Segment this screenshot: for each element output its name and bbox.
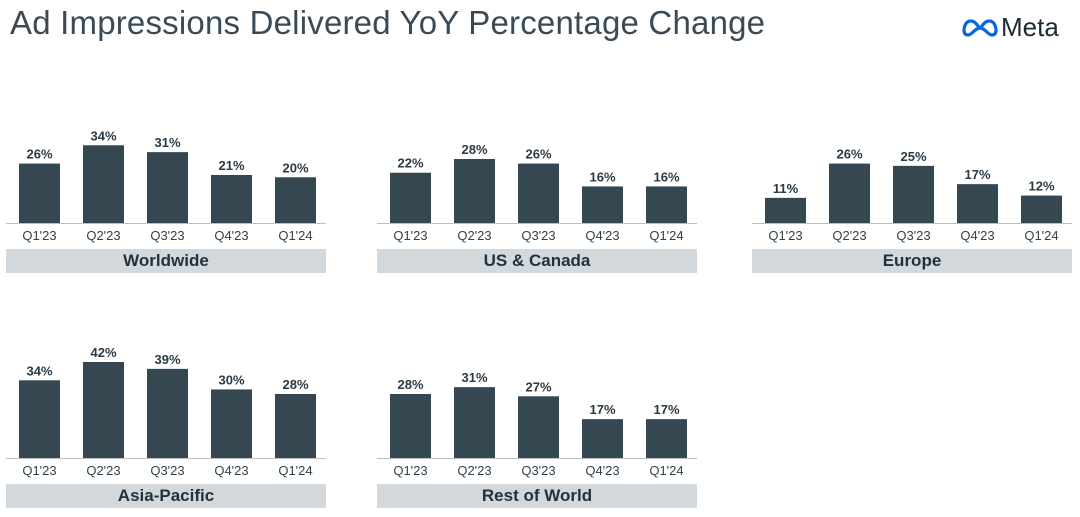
value-label: 26% <box>525 147 551 162</box>
region-label: Rest of World <box>377 484 697 508</box>
category-label: Q4'23 <box>214 228 248 243</box>
value-label: 39% <box>154 352 180 367</box>
panel-rest-of-world: 28% Q1'23 31% Q2'23 27% Q3'23 17% Q4'23 17% Q1'24… <box>377 358 707 508</box>
panel-us-canada: 22% Q1'23 28% Q2'23 26% Q3'23 16% Q4'23 16% Q1'24… <box>377 123 707 273</box>
bar-q423 <box>211 389 252 458</box>
category-label: Q4'23 <box>960 228 994 243</box>
value-label: 31% <box>154 135 180 150</box>
panel-europe: 11% Q1'23 26% Q2'23 25% Q3'23 17% Q4'23 12% Q1'24… <box>752 123 1080 273</box>
bar-q223 <box>83 145 124 223</box>
value-label: 17% <box>589 402 615 417</box>
bar-q124 <box>646 419 687 458</box>
category-label: Q3'23 <box>521 463 555 478</box>
bar-q124 <box>275 394 316 458</box>
category-label: Q1'24 <box>278 463 312 478</box>
bar-q124 <box>275 177 316 223</box>
bar-q423 <box>211 175 252 223</box>
meta-logo: Meta <box>962 12 1059 43</box>
bar-q123 <box>19 163 60 223</box>
category-label: Q3'23 <box>896 228 930 243</box>
value-label: 28% <box>397 377 423 392</box>
bar-q423 <box>582 419 623 458</box>
bar-q223 <box>454 159 495 223</box>
worldwide-chart: 26% Q1'23 34% Q2'23 31% Q3'23 21% Q4'23 20% Q1'24 <box>6 128 326 243</box>
bar-q423 <box>957 184 998 223</box>
category-label: Q1'23 <box>393 463 427 478</box>
category-label: Q4'23 <box>214 463 248 478</box>
category-label: Q1'23 <box>22 463 56 478</box>
bar-q123 <box>390 394 431 458</box>
bar-q423 <box>582 186 623 223</box>
value-label: 12% <box>1028 179 1054 194</box>
category-label: Q1'24 <box>278 228 312 243</box>
category-label: Q2'23 <box>86 228 120 243</box>
value-label: 17% <box>653 402 679 417</box>
us-canada-chart: 22% Q1'23 28% Q2'23 26% Q3'23 16% Q4'23 16% Q1'24 <box>377 142 697 243</box>
value-label: 25% <box>900 149 926 164</box>
bar-q323 <box>147 368 188 458</box>
value-label: 42% <box>90 345 116 360</box>
category-label: Q2'23 <box>457 463 491 478</box>
bar-q124 <box>646 186 687 223</box>
value-label: 16% <box>589 169 615 184</box>
region-label: Asia-Pacific <box>6 484 326 508</box>
category-label: Q2'23 <box>86 463 120 478</box>
category-label: Q2'23 <box>832 228 866 243</box>
value-label: 28% <box>282 377 308 392</box>
category-label: Q2'23 <box>457 228 491 243</box>
bar-q123 <box>390 172 431 223</box>
panel-asia-pacific: 34% Q1'23 42% Q2'23 39% Q3'23 30% Q4'23 28% Q1'24… <box>6 345 336 508</box>
bar-q223 <box>83 362 124 458</box>
value-label: 34% <box>90 128 116 143</box>
category-label: Q1'23 <box>393 228 427 243</box>
region-label: US & Canada <box>377 249 697 273</box>
category-label: Q4'23 <box>585 463 619 478</box>
category-label: Q1'24 <box>1024 228 1058 243</box>
europe-chart: 11% Q1'23 26% Q2'23 25% Q3'23 17% Q4'23 12% Q1'24 <box>752 147 1072 243</box>
value-label: 16% <box>653 169 679 184</box>
category-label: Q3'23 <box>150 463 184 478</box>
meta-infinity-icon <box>962 18 998 37</box>
value-label: 11% <box>773 181 799 196</box>
bar-q323 <box>518 396 559 458</box>
bar-q323 <box>518 163 559 223</box>
category-label: Q3'23 <box>150 228 184 243</box>
bar-q123 <box>765 197 806 223</box>
category-label: Q1'24 <box>649 463 683 478</box>
value-label: 26% <box>836 147 862 162</box>
bar-q223 <box>454 387 495 458</box>
category-label: Q3'23 <box>521 228 555 243</box>
category-label: Q4'23 <box>585 228 619 243</box>
value-label: 20% <box>282 160 308 175</box>
region-label: Worldwide <box>6 249 326 273</box>
asia-pacific-chart: 34% Q1'23 42% Q2'23 39% Q3'23 30% Q4'23 28% Q1'24 <box>6 345 326 478</box>
value-label: 28% <box>461 142 487 157</box>
value-label: 22% <box>397 156 423 171</box>
bar-q323 <box>893 165 934 223</box>
value-label: 26% <box>26 147 52 162</box>
category-label: Q1'24 <box>649 228 683 243</box>
bar-q124 <box>1021 195 1062 223</box>
region-label: Europe <box>752 249 1072 273</box>
panel-worldwide: 26% Q1'23 34% Q2'23 31% Q3'23 21% Q4'23 20% Q1'24… <box>6 123 336 273</box>
logo-text: Meta <box>1001 12 1059 42</box>
value-label: 17% <box>964 167 990 182</box>
category-label: Q1'23 <box>768 228 802 243</box>
bar-q123 <box>19 380 60 458</box>
value-label: 31% <box>461 370 487 385</box>
value-label: 30% <box>218 372 244 387</box>
value-label: 21% <box>218 158 244 173</box>
category-label: Q1'23 <box>22 228 56 243</box>
rest-of-world-chart: 28% Q1'23 31% Q2'23 27% Q3'23 17% Q4'23 17% Q1'24 <box>377 370 697 478</box>
bar-q223 <box>829 163 870 223</box>
page-title: Ad Impressions Delivered YoY Percentage … <box>10 4 766 41</box>
bar-q323 <box>147 152 188 223</box>
value-label: 27% <box>525 379 551 394</box>
value-label: 34% <box>26 363 52 378</box>
